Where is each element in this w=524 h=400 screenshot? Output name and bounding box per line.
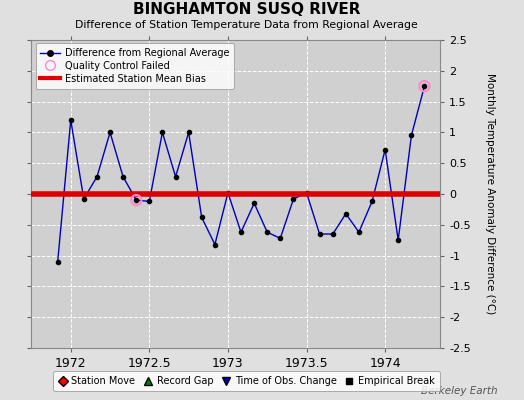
Point <box>420 83 429 89</box>
Legend: Station Move, Record Gap, Time of Obs. Change, Empirical Break: Station Move, Record Gap, Time of Obs. C… <box>53 372 440 391</box>
Y-axis label: Monthly Temperature Anomaly Difference (°C): Monthly Temperature Anomaly Difference (… <box>485 73 495 315</box>
Point <box>132 197 140 203</box>
Text: Difference of Station Temperature Data from Regional Average: Difference of Station Temperature Data f… <box>75 20 418 30</box>
Text: Berkeley Earth: Berkeley Earth <box>421 386 498 396</box>
Text: BINGHAMTON SUSQ RIVER: BINGHAMTON SUSQ RIVER <box>133 2 360 17</box>
Legend: Difference from Regional Average, Quality Control Failed, Estimated Station Mean: Difference from Regional Average, Qualit… <box>36 43 234 89</box>
